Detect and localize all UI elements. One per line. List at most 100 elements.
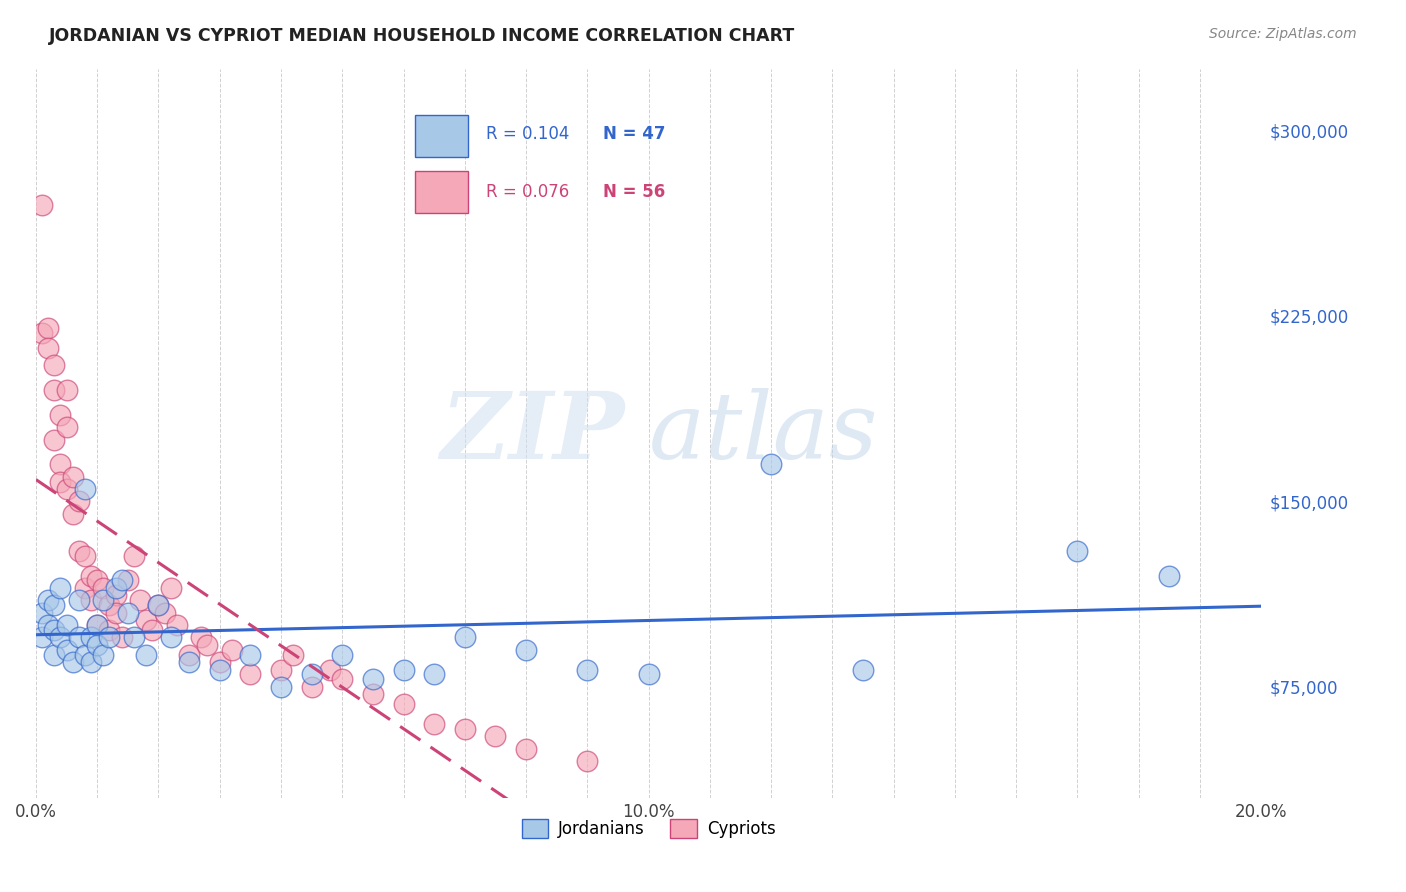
Point bbox=[73, 648, 96, 662]
Point bbox=[62, 655, 84, 669]
Point bbox=[135, 613, 157, 627]
Point bbox=[301, 667, 323, 681]
Point bbox=[98, 623, 121, 637]
Text: atlas: atlas bbox=[648, 388, 879, 478]
Point bbox=[67, 631, 90, 645]
Point bbox=[98, 599, 121, 613]
Point bbox=[361, 673, 384, 687]
Point bbox=[239, 667, 262, 681]
Point bbox=[73, 482, 96, 496]
Point bbox=[80, 593, 103, 607]
Point bbox=[44, 433, 66, 447]
Point bbox=[208, 663, 231, 677]
Point bbox=[166, 618, 188, 632]
Point bbox=[319, 663, 342, 677]
Point bbox=[576, 754, 599, 768]
Point bbox=[73, 581, 96, 595]
Point bbox=[515, 642, 537, 657]
Point bbox=[111, 631, 134, 645]
Point bbox=[122, 549, 145, 563]
Point bbox=[270, 663, 292, 677]
Point bbox=[86, 618, 108, 632]
Point bbox=[159, 581, 181, 595]
Point bbox=[239, 648, 262, 662]
Point bbox=[392, 663, 415, 677]
Point bbox=[44, 359, 66, 373]
Point bbox=[91, 648, 114, 662]
Point bbox=[177, 648, 200, 662]
Point bbox=[37, 341, 59, 355]
Point bbox=[55, 642, 77, 657]
Point bbox=[330, 673, 353, 687]
Point bbox=[423, 717, 446, 731]
Point bbox=[49, 631, 72, 645]
Point bbox=[208, 655, 231, 669]
Point bbox=[117, 606, 139, 620]
Point bbox=[31, 197, 53, 211]
Point bbox=[423, 667, 446, 681]
Point bbox=[190, 631, 212, 645]
Point bbox=[111, 574, 134, 588]
Point bbox=[392, 697, 415, 711]
Point bbox=[637, 667, 659, 681]
Point bbox=[37, 321, 59, 335]
Point bbox=[49, 581, 72, 595]
Point bbox=[55, 618, 77, 632]
Point bbox=[1066, 544, 1088, 558]
Point bbox=[37, 618, 59, 632]
Point bbox=[361, 687, 384, 701]
Point bbox=[1159, 568, 1181, 582]
Point bbox=[148, 599, 170, 613]
Point bbox=[44, 383, 66, 397]
Point bbox=[515, 741, 537, 756]
Point bbox=[91, 593, 114, 607]
Point bbox=[270, 680, 292, 694]
Point bbox=[80, 655, 103, 669]
Point bbox=[55, 482, 77, 496]
Point bbox=[49, 475, 72, 489]
Point bbox=[117, 574, 139, 588]
Point bbox=[177, 655, 200, 669]
Point bbox=[62, 469, 84, 483]
Point bbox=[49, 408, 72, 422]
Text: ZIP: ZIP bbox=[440, 388, 624, 478]
Point bbox=[283, 648, 305, 662]
Point bbox=[31, 326, 53, 340]
Point bbox=[86, 638, 108, 652]
Point bbox=[104, 606, 127, 620]
Point bbox=[141, 623, 163, 637]
Point bbox=[62, 507, 84, 521]
Point bbox=[122, 631, 145, 645]
Point bbox=[221, 642, 243, 657]
Point bbox=[80, 631, 103, 645]
Point bbox=[91, 581, 114, 595]
Point bbox=[852, 663, 875, 677]
Point bbox=[67, 544, 90, 558]
Point bbox=[153, 606, 176, 620]
Point bbox=[759, 457, 782, 471]
Point bbox=[129, 593, 152, 607]
Point bbox=[44, 623, 66, 637]
Text: JORDANIAN VS CYPRIOT MEDIAN HOUSEHOLD INCOME CORRELATION CHART: JORDANIAN VS CYPRIOT MEDIAN HOUSEHOLD IN… bbox=[49, 27, 796, 45]
Point bbox=[135, 648, 157, 662]
Point bbox=[159, 631, 181, 645]
Point bbox=[454, 722, 477, 736]
Point bbox=[484, 729, 506, 743]
Point bbox=[67, 494, 90, 508]
Point bbox=[104, 581, 127, 595]
Point bbox=[37, 593, 59, 607]
Point bbox=[197, 638, 219, 652]
Point bbox=[31, 631, 53, 645]
Point bbox=[104, 588, 127, 602]
Legend: Jordanians, Cypriots: Jordanians, Cypriots bbox=[515, 812, 782, 845]
Point bbox=[31, 606, 53, 620]
Point bbox=[49, 457, 72, 471]
Point bbox=[454, 631, 477, 645]
Point bbox=[44, 648, 66, 662]
Point bbox=[86, 618, 108, 632]
Point bbox=[330, 648, 353, 662]
Point bbox=[55, 383, 77, 397]
Point bbox=[67, 593, 90, 607]
Text: Source: ZipAtlas.com: Source: ZipAtlas.com bbox=[1209, 27, 1357, 41]
Point bbox=[576, 663, 599, 677]
